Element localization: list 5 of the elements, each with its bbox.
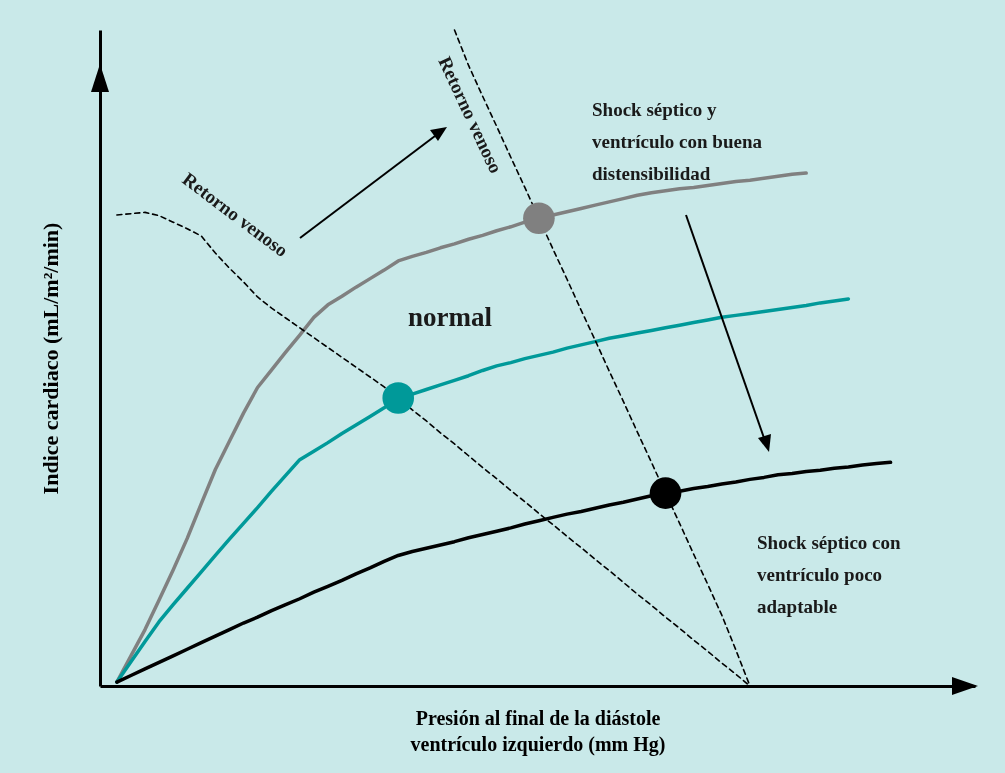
annotation: normal [408, 302, 493, 332]
y-axis-title: Indice cardiaco (mL/m²/min) [37, 222, 63, 495]
annotation: Shock séptico con ventrículo poco adaptable [757, 532, 901, 617]
annotation: Shock séptico y ventrículo con buena distensibilidad [592, 99, 763, 184]
x-axis-title: Presión al final de la diástole ventrículo izquierdo (mm Hg) [410, 706, 666, 756]
